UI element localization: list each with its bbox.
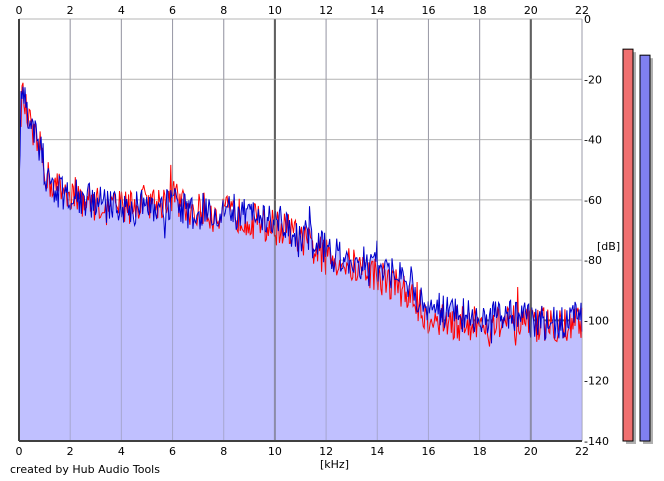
y-tick-label: -80 [584,254,602,267]
x-tick-label-top: 8 [220,4,227,17]
series-lines [18,82,583,347]
y-tick-label: -60 [584,194,602,207]
x-tick-label-bottom: 6 [169,445,176,458]
x-tick-label-bottom: 8 [220,445,227,458]
y-tick-label: -40 [584,134,602,147]
y-unit-label: [dB] [597,240,621,253]
x-tick-label-bottom: 18 [473,445,487,458]
level-meter-0 [622,48,634,442]
x-unit-label: [kHz] [320,458,349,471]
x-tick-label-bottom: 2 [67,445,74,458]
series-line-1 [18,86,583,344]
x-tick-label-top: 22 [575,4,589,17]
x-tick-label-bottom: 10 [268,445,282,458]
level-meters [622,48,653,445]
y-tick-label: -120 [584,375,609,388]
x-tick-labels-top: 0 2 4 6 8 10 12 14 16 18 20 22 [16,4,590,17]
axes [18,19,583,442]
x-tick-label-top: 18 [473,4,487,17]
x-tick-label-top: 10 [268,4,282,17]
x-tick-labels-bottom: 0 2 4 6 8 10 12 14 16 18 20 22 [16,445,590,458]
x-tick-label-top: 16 [421,4,435,17]
credit-text: created by Hub Audio Tools [10,463,160,476]
y-tick-label: -20 [584,73,602,86]
x-tick-label-bottom: 0 [16,445,23,458]
x-tick-label-bottom: 22 [575,445,589,458]
x-tick-label-top: 6 [169,4,176,17]
x-tick-label-bottom: 14 [370,445,384,458]
level-meter-1 [639,54,651,442]
x-tick-label-bottom: 4 [118,445,125,458]
x-tick-label-bottom: 16 [421,445,435,458]
y-tick-label: -100 [584,314,609,327]
x-tick-label-top: 20 [524,4,538,17]
y-tick-labels: 0 -20 -40 -60 -80 -100 -120 -140 [584,13,609,448]
spectrum-area [19,86,582,441]
x-tick-label-top: 0 [16,4,23,17]
x-tick-label-top: 14 [370,4,384,17]
x-tick-label-top: 4 [118,4,125,17]
x-tick-label-bottom: 20 [524,445,538,458]
x-tick-label-top: 12 [319,4,333,17]
y-tick-label: -140 [584,435,609,448]
x-tick-label-bottom: 12 [319,445,333,458]
y-tick-label: 0 [584,13,591,26]
spectrum-fill [19,86,582,441]
x-tick-label-top: 2 [67,4,74,17]
